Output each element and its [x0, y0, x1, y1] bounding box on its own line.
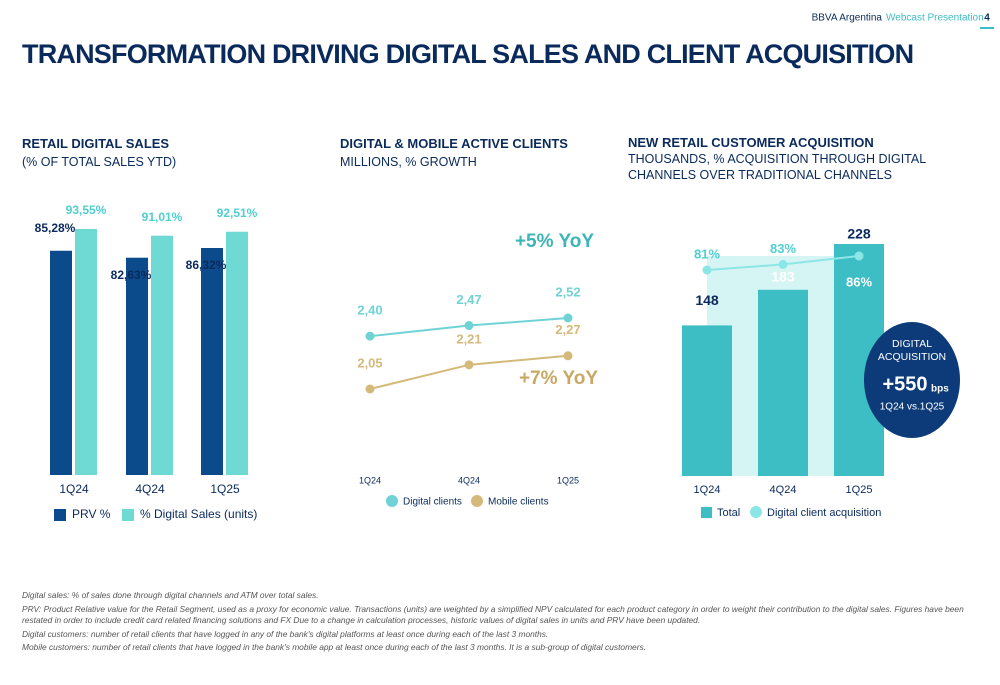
value-label: 86,32% — [186, 258, 227, 272]
bar — [75, 229, 97, 475]
value-label: 86% — [846, 274, 872, 289]
x-tick-label: 1Q24 — [694, 484, 721, 496]
point — [563, 351, 573, 361]
value-label: 91,01% — [142, 210, 183, 224]
value-label: 148 — [695, 292, 719, 308]
x-tick-label: 4Q24 — [135, 482, 165, 496]
bar — [226, 231, 248, 475]
callout — [864, 322, 960, 438]
bar — [758, 289, 808, 476]
value-label: 2,47 — [456, 292, 481, 307]
point — [464, 360, 474, 370]
x-tick-label: 1Q25 — [210, 482, 240, 496]
value-label: 93,55% — [66, 203, 107, 217]
bar — [126, 257, 148, 475]
value-label: 183 — [771, 268, 795, 284]
legend-swatch — [750, 506, 762, 518]
point — [365, 331, 375, 341]
slide-title: TRANSFORMATION DRIVING DIGITAL SALES AND… — [22, 39, 913, 69]
footnote: Digital sales: % of sales done through d… — [22, 590, 319, 600]
point — [563, 313, 573, 323]
value-label: 85,28% — [35, 221, 76, 235]
bar — [151, 235, 173, 475]
x-tick-label: 1Q25 — [846, 484, 873, 496]
value-label: 2,21 — [456, 331, 481, 346]
bar — [682, 325, 732, 476]
chart-subtitle: MILLIONS, % GROWTH — [340, 155, 477, 169]
callout-period: 1Q24 vs.1Q25 — [880, 402, 945, 413]
footnote: Mobile customers: number of retail clien… — [22, 642, 647, 652]
point — [778, 259, 788, 269]
value-label: 2,52 — [555, 284, 580, 299]
bar — [201, 248, 223, 475]
point — [702, 265, 712, 275]
legend-label: Total — [717, 507, 740, 519]
x-tick-label: 1Q24 — [59, 482, 89, 496]
value-label: 83% — [770, 241, 796, 256]
callout-value: +550 — [882, 373, 927, 395]
legend-swatch — [701, 507, 712, 518]
x-tick-label: 1Q25 — [557, 475, 579, 485]
legend-label: Mobile clients — [488, 497, 549, 508]
value-label: 2,40 — [357, 303, 382, 318]
chart-title: RETAIL DIGITAL SALES — [22, 136, 170, 151]
chart-title: NEW RETAIL CUSTOMER ACQUISITION — [628, 135, 874, 150]
legend-label: Digital client acquisition — [767, 507, 881, 519]
bar — [50, 250, 72, 475]
legend-label: Digital clients — [403, 497, 462, 508]
point — [854, 251, 864, 261]
annotation: +5% YoY — [515, 231, 594, 252]
footnotes: Digital sales: % of sales done through d… — [22, 590, 982, 656]
value-label: 81% — [694, 246, 720, 261]
x-tick-label: 4Q24 — [458, 475, 480, 485]
legend-swatch — [122, 509, 134, 521]
callout-heading: DIGITAL ACQUISITION — [878, 338, 946, 363]
point — [365, 384, 375, 394]
x-tick-label: 4Q24 — [770, 484, 797, 496]
page-number: 4 — [984, 13, 990, 24]
footnote: Digital customers: number of retail clie… — [22, 628, 549, 639]
value-label: 2,27 — [555, 322, 580, 337]
footnote: PRV: Product Relative value for the Reta… — [22, 603, 964, 626]
legend-swatch — [54, 509, 66, 521]
x-tick-label: 1Q24 — [359, 475, 381, 485]
chart-subtitle: THOUSANDS, % ACQUISITION THROUGH DIGITAL… — [628, 152, 926, 182]
value-label: 2,05 — [357, 355, 382, 370]
legend-label: PRV % — [72, 507, 111, 521]
chart-title: DIGITAL & MOBILE ACTIVE CLIENTS — [340, 136, 568, 151]
legend-label: % Digital Sales (units) — [140, 507, 257, 521]
legend-swatch — [386, 495, 398, 507]
value-label: 92,51% — [217, 206, 258, 220]
value-label: 82,63% — [111, 268, 152, 282]
callout-unit: bps — [931, 384, 949, 395]
brand: BBVA Argentina — [812, 13, 883, 24]
point — [464, 321, 474, 331]
annotation: +7% YoY — [519, 368, 598, 389]
header-subtitle: Webcast Presentation — [886, 13, 984, 24]
value-label: 228 — [847, 226, 871, 242]
legend-swatch — [471, 495, 483, 507]
chart-subtitle: (% OF TOTAL SALES YTD) — [22, 155, 177, 169]
